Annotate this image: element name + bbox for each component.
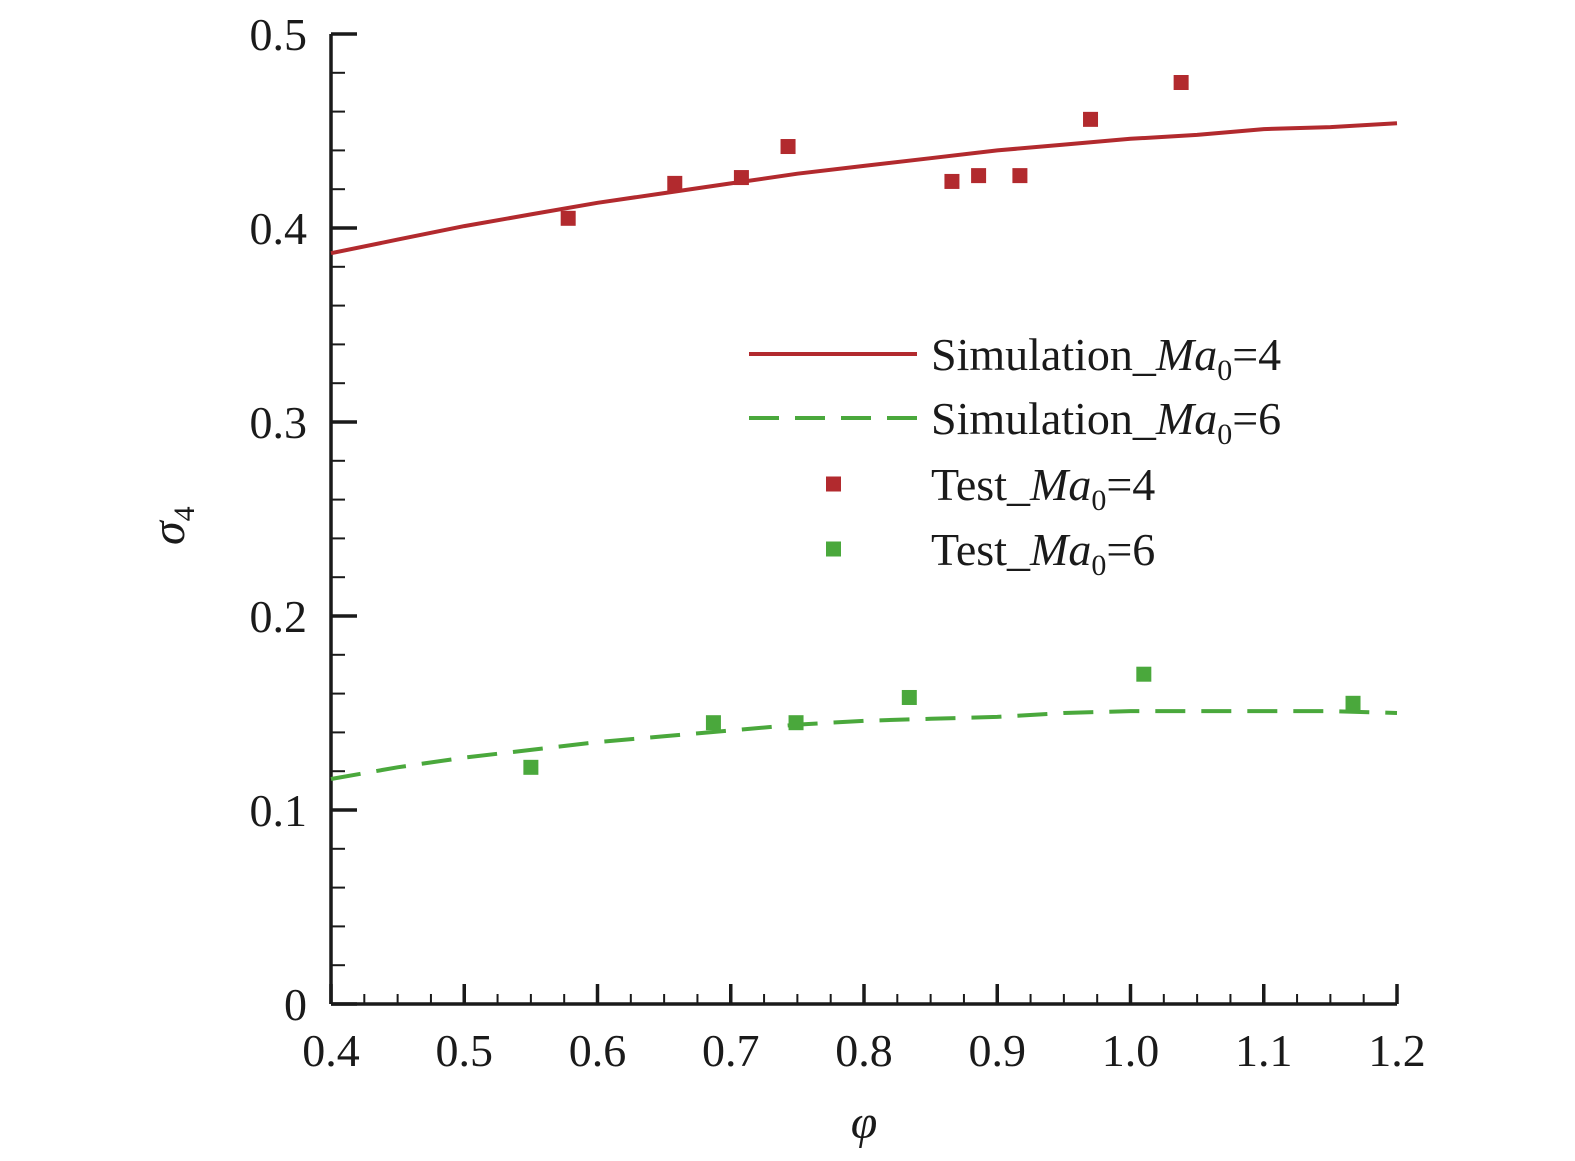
series-layer — [330, 75, 1398, 781]
data-point — [1173, 75, 1189, 90]
ticks — [329, 32, 1399, 1006]
legend-item: Simulation_Ma0=6 — [749, 393, 1281, 451]
x-tick-label: 0.5 — [436, 1025, 494, 1076]
data-point — [971, 168, 987, 184]
data-point — [1083, 111, 1099, 127]
series-line — [330, 121, 1398, 256]
series-Simulation_Ma0=4 — [330, 121, 1398, 256]
y-tick-label: 0.2 — [250, 591, 308, 642]
y-axis-title-subscript: 4 — [168, 506, 201, 521]
legend-label: Simulation_Ma0=6 — [931, 393, 1281, 451]
axes — [329, 34, 1397, 1006]
x-tick-label: 0.9 — [969, 1025, 1027, 1076]
data-point — [944, 173, 960, 189]
x-tick-label: 0.7 — [702, 1025, 760, 1076]
y-tick-label: 0.3 — [250, 397, 308, 448]
data-point — [780, 139, 796, 155]
x-tick-label: 0.8 — [835, 1025, 893, 1076]
x-tick-label: 0.6 — [569, 1025, 627, 1076]
series-Test_Ma0=4 — [560, 75, 1189, 226]
y-tick-label: 0 — [284, 979, 307, 1030]
y-tick-label: 0.5 — [250, 9, 308, 60]
tick-labels: 0.4 0.5 0.6 0.7 0.8 0.9 1.0 1.1 1.2 0 0.1 0.2 0.3 0.4… — [250, 9, 1426, 1076]
legend-item: Test_Ma0=4 — [826, 459, 1155, 517]
data-point — [705, 715, 721, 731]
x-axis-title: φ — [851, 1096, 878, 1149]
y-tick-label: 0.1 — [250, 785, 308, 836]
x-tick-label: 0.4 — [302, 1025, 360, 1076]
axis-titles: φ σ4 — [142, 506, 877, 1149]
data-point — [1345, 695, 1361, 711]
data-point — [1012, 168, 1028, 184]
series-line — [330, 709, 1398, 781]
x-tick-label: 1.2 — [1368, 1025, 1426, 1076]
data-point — [788, 715, 804, 731]
data-point — [901, 689, 917, 705]
series-Test_Ma0=6 — [523, 666, 1361, 775]
legend: Simulation_Ma0=4 Simulation_Ma0=6 Test_Ma0… — [749, 329, 1281, 582]
legend-label: Simulation_Ma0=4 — [931, 329, 1281, 387]
data-point — [560, 210, 576, 226]
data-point — [1136, 666, 1152, 682]
x-tick-label: 1.0 — [1102, 1025, 1160, 1076]
legend-item: Test_Ma0=6 — [826, 524, 1155, 582]
legend-label: Test_Ma0=6 — [931, 524, 1155, 582]
y-axis-title: σ4 — [142, 506, 201, 545]
legend-marker-swatch — [826, 476, 841, 492]
data-point — [523, 759, 539, 775]
y-axis-title-symbol: σ — [142, 519, 195, 545]
data-point — [733, 170, 749, 186]
legend-label: Test_Ma0=4 — [931, 459, 1155, 517]
legend-marker-swatch — [826, 541, 841, 557]
series-Simulation_Ma0=6 — [330, 709, 1398, 781]
data-point — [667, 175, 683, 191]
legend-item: Simulation_Ma0=4 — [749, 329, 1281, 387]
y-tick-label: 0.4 — [250, 203, 308, 254]
x-tick-label: 1.1 — [1235, 1025, 1293, 1076]
